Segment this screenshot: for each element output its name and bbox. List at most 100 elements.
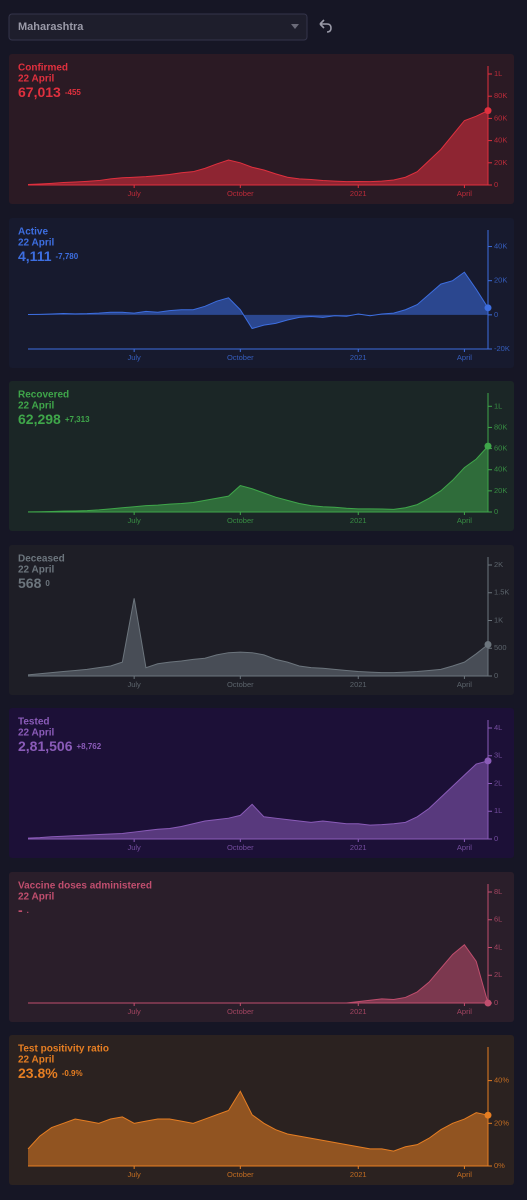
y-tick-label: 0 bbox=[494, 310, 498, 319]
y-tick-label: 1L bbox=[494, 401, 502, 410]
x-tick-label: October bbox=[227, 680, 254, 689]
dropdown-label: Maharashtra bbox=[18, 21, 84, 33]
y-tick-label: 1K bbox=[494, 615, 503, 624]
y-tick-label: 1.5K bbox=[494, 588, 509, 597]
y-tick-label: 40K bbox=[494, 242, 507, 251]
headline-value: 62,298 bbox=[18, 411, 61, 427]
y-tick-label: 8L bbox=[494, 887, 502, 896]
headline: 67,013 -455 bbox=[18, 84, 81, 100]
x-tick-label: 2021 bbox=[350, 843, 367, 852]
y-tick-label: 0% bbox=[494, 1161, 505, 1170]
x-tick-label: July bbox=[127, 353, 141, 362]
area-fill bbox=[28, 272, 488, 329]
headline-change: +8,762 bbox=[77, 742, 102, 751]
area-fill bbox=[28, 760, 488, 839]
y-tick-label: 20% bbox=[494, 1118, 509, 1127]
x-tick-label: October bbox=[227, 189, 254, 198]
headline: 23.8% -0.9% bbox=[18, 1065, 83, 1081]
y-tick-label: 0 bbox=[494, 834, 498, 843]
y-tick-label: 0 bbox=[494, 180, 498, 189]
y-tick-label: 20K bbox=[494, 276, 507, 285]
chart-title: Test positivity ratio bbox=[18, 1044, 109, 1055]
headline-value: 23.8% bbox=[18, 1065, 58, 1081]
y-tick-label: 2K bbox=[494, 560, 503, 569]
y-tick-label: 80K bbox=[494, 91, 507, 100]
chart-title: Deceased bbox=[18, 554, 65, 565]
chart-date: 22 April bbox=[18, 892, 55, 903]
y-tick-label: 500 bbox=[494, 643, 507, 652]
y-tick-label: 4L bbox=[494, 723, 502, 732]
undo-button[interactable] bbox=[319, 19, 332, 33]
y-tick-label: 0 bbox=[494, 507, 498, 516]
chart-date: 22 April bbox=[18, 74, 55, 85]
chart-title: Active bbox=[18, 227, 48, 238]
y-tick-label: 6L bbox=[494, 915, 502, 924]
x-tick-label: October bbox=[227, 516, 254, 525]
y-tick-label: 40K bbox=[494, 465, 507, 474]
x-tick-label: 2021 bbox=[350, 1007, 367, 1016]
area-fill bbox=[28, 944, 488, 1003]
x-tick-label: July bbox=[127, 189, 141, 198]
y-tick-label: 60K bbox=[494, 113, 507, 122]
x-tick-label: 2021 bbox=[350, 353, 367, 362]
chart-date: 22 April bbox=[18, 728, 55, 739]
latest-dot bbox=[484, 107, 492, 115]
dropdown-caret bbox=[291, 24, 299, 29]
headline: -. bbox=[18, 902, 29, 918]
headline-change: . bbox=[27, 906, 29, 915]
latest-dot bbox=[484, 304, 492, 312]
headline-change: -7,780 bbox=[56, 252, 79, 261]
chart-title: Tested bbox=[18, 717, 50, 728]
x-tick-label: October bbox=[227, 1007, 254, 1016]
latest-dot bbox=[484, 640, 492, 648]
latest-dot bbox=[484, 999, 492, 1007]
x-tick-label: April bbox=[457, 843, 472, 852]
latest-dot bbox=[484, 757, 492, 765]
x-tick-label: 2021 bbox=[350, 516, 367, 525]
area-line bbox=[27, 1090, 489, 1152]
x-tick-label: 2021 bbox=[350, 680, 367, 689]
chart-card bbox=[9, 54, 514, 204]
area-line bbox=[27, 598, 489, 676]
x-tick-label: July bbox=[127, 843, 141, 852]
area-fill bbox=[28, 1091, 488, 1166]
area-fill bbox=[28, 446, 488, 512]
latest-dot bbox=[484, 442, 492, 450]
x-tick-label: October bbox=[227, 353, 254, 362]
state-dropdown[interactable] bbox=[8, 13, 308, 41]
headline-value: - bbox=[18, 902, 23, 918]
headline: 4,111 -7,780 bbox=[18, 248, 79, 264]
x-tick-label: April bbox=[457, 1007, 472, 1016]
chart-title: Confirmed bbox=[18, 63, 68, 74]
x-tick-label: July bbox=[127, 516, 141, 525]
headline-change: -0.9% bbox=[62, 1069, 83, 1078]
area-line bbox=[27, 760, 489, 839]
x-tick-label: April bbox=[457, 516, 472, 525]
chart-date: 22 April bbox=[18, 1055, 55, 1066]
x-tick-label: July bbox=[127, 680, 141, 689]
headline: 62,298 +7,313 bbox=[18, 411, 90, 427]
x-tick-label: April bbox=[457, 1170, 472, 1179]
x-tick-label: October bbox=[227, 843, 254, 852]
headline-change: 0 bbox=[45, 579, 50, 588]
x-tick-label: October bbox=[227, 1170, 254, 1179]
chart-card bbox=[9, 708, 514, 858]
area-line bbox=[27, 271, 489, 330]
headline: 568 0 bbox=[18, 575, 50, 591]
area-fill bbox=[28, 598, 488, 676]
chart-title: Recovered bbox=[18, 390, 69, 401]
y-tick-label: 1L bbox=[494, 806, 502, 815]
chart-card bbox=[9, 872, 514, 1022]
y-tick-label: 40K bbox=[494, 136, 507, 145]
chart-title: Vaccine doses administered bbox=[18, 881, 152, 892]
x-tick-label: July bbox=[127, 1007, 141, 1016]
headline: 2,81,506 +8,762 bbox=[18, 738, 102, 754]
y-tick-label: 0 bbox=[494, 671, 498, 680]
x-tick-label: April bbox=[457, 353, 472, 362]
area-line bbox=[28, 943, 489, 1004]
headline-value: 568 bbox=[18, 575, 42, 591]
chart-card bbox=[9, 381, 514, 531]
y-tick-label: 20K bbox=[494, 158, 507, 167]
